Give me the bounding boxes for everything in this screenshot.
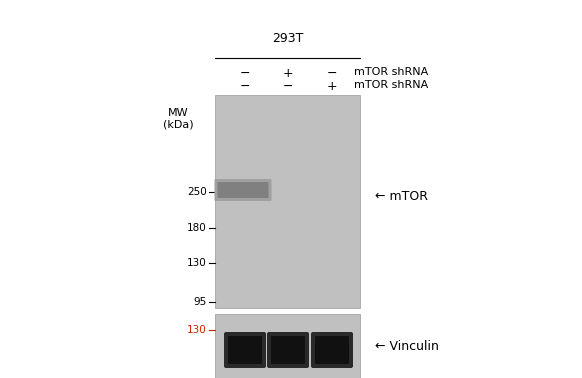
FancyBboxPatch shape <box>271 336 305 364</box>
Text: ← mTOR: ← mTOR <box>375 191 428 203</box>
Text: 130: 130 <box>187 258 207 268</box>
Text: −: − <box>240 67 250 80</box>
FancyBboxPatch shape <box>218 182 268 198</box>
FancyBboxPatch shape <box>228 336 262 364</box>
Text: 130: 130 <box>187 325 207 335</box>
Bar <box>215 95 360 308</box>
Text: 293T: 293T <box>272 32 303 45</box>
Text: −: − <box>240 80 250 93</box>
Text: −: − <box>283 80 293 93</box>
Text: +: + <box>283 67 293 80</box>
FancyBboxPatch shape <box>315 336 349 364</box>
Text: 250: 250 <box>187 187 207 197</box>
Text: −: − <box>327 67 337 80</box>
Text: mTOR shRNA: mTOR shRNA <box>354 80 428 90</box>
Bar <box>215 314 360 378</box>
FancyBboxPatch shape <box>267 332 309 368</box>
FancyBboxPatch shape <box>311 332 353 368</box>
Text: ← Vinculin: ← Vinculin <box>375 339 439 353</box>
FancyBboxPatch shape <box>215 179 271 201</box>
Text: +: + <box>327 80 338 93</box>
FancyBboxPatch shape <box>224 332 266 368</box>
Text: 180: 180 <box>187 223 207 233</box>
Text: 95: 95 <box>194 297 207 307</box>
Text: mTOR shRNA: mTOR shRNA <box>354 67 428 77</box>
Text: MW
(kDa): MW (kDa) <box>163 108 193 130</box>
